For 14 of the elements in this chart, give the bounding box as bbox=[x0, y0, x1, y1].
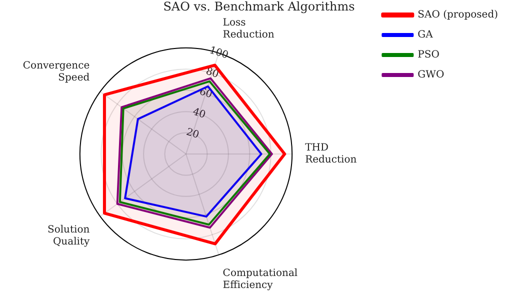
spoke-label: Loss Reduction bbox=[222, 17, 275, 40]
legend-label: PSO bbox=[418, 50, 440, 61]
spoke-label: THD Reduction bbox=[305, 142, 358, 166]
spoke-label: Solution Quality bbox=[47, 224, 90, 248]
y-tick-label: 40 bbox=[191, 106, 207, 121]
chart-title: SAO vs. Benchmark Algorithms bbox=[163, 0, 355, 14]
spoke-label: Computational Efficiency bbox=[222, 268, 298, 291]
spoke-label: Convergence Speed bbox=[22, 60, 90, 84]
y-tick-label: 20 bbox=[184, 126, 200, 142]
legend-label: GWO bbox=[418, 70, 444, 81]
legend-label: GA bbox=[418, 30, 434, 41]
y-tick-label: 100 bbox=[208, 45, 230, 62]
legend-label: SAO (proposed) bbox=[418, 10, 498, 21]
y-tick-label: 80 bbox=[204, 66, 220, 81]
